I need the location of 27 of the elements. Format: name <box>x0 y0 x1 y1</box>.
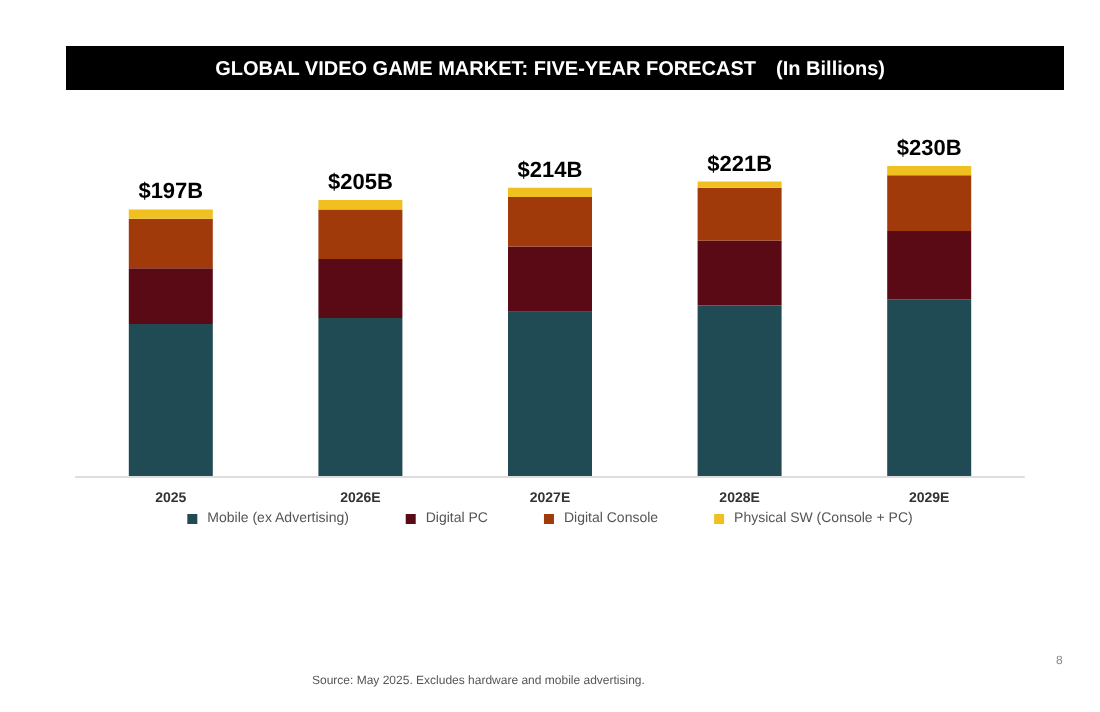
bar <box>508 311 592 476</box>
annotation: $205B <box>327 171 393 196</box>
annotation: $230B <box>896 137 962 161</box>
bar <box>128 324 213 476</box>
bar <box>128 209 213 219</box>
bar <box>128 268 213 325</box>
bar <box>697 305 782 476</box>
bar <box>887 231 972 300</box>
bar <box>697 240 782 306</box>
bar <box>128 218 213 269</box>
annotation: $197B <box>138 180 204 205</box>
chart-title: GLOBAL VIDEO GAME MARKET: FIVE-YEAR FORECAST <box>215 59 756 81</box>
bar <box>887 299 972 476</box>
bar <box>318 317 403 476</box>
bar <box>887 175 972 232</box>
bar <box>318 209 403 259</box>
chart-subtitle: (In Billions) <box>776 59 886 81</box>
bar <box>508 187 592 197</box>
bar <box>887 166 972 176</box>
annotation: $214B <box>517 158 583 183</box>
bar <box>318 259 403 318</box>
bar <box>508 197 592 247</box>
bar <box>697 181 782 188</box>
bar <box>318 200 403 210</box>
annotation: $221B <box>707 152 773 177</box>
bar <box>697 187 782 241</box>
bar <box>508 246 592 312</box>
